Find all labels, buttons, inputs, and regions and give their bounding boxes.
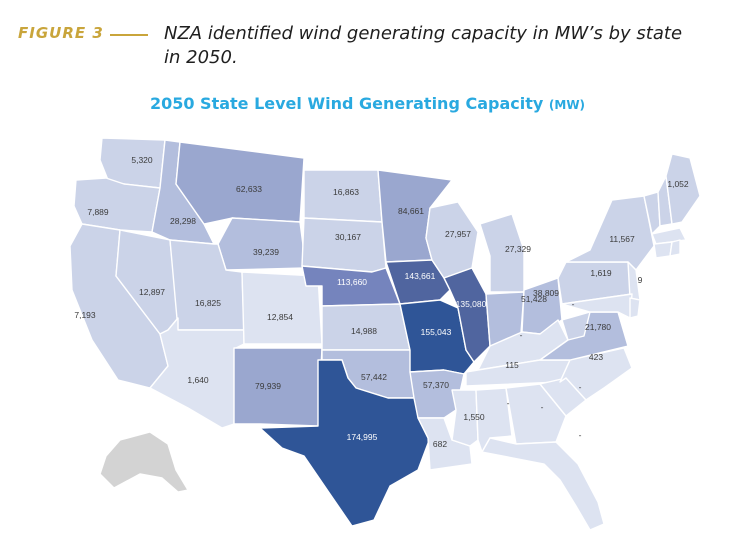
state-label-mo: 155,043 bbox=[421, 327, 452, 337]
state-labels: 5,320 7,889 28,298 62,633 39,239 16,863 30,167… bbox=[74, 155, 689, 449]
state-label-fl: - bbox=[579, 430, 582, 440]
state-label-wa: 5,320 bbox=[131, 155, 153, 165]
state-label-ms: 1,550 bbox=[463, 412, 485, 422]
state-ak bbox=[99, 431, 189, 493]
state-label-la: 682 bbox=[433, 439, 447, 449]
state-az bbox=[149, 317, 245, 429]
state-label-wv: - bbox=[572, 299, 575, 309]
state-mo bbox=[399, 299, 475, 375]
map-title-text: 2050 State Level Wind Generating Capacit… bbox=[149, 94, 544, 113]
figure-rule bbox=[110, 34, 148, 36]
state-label-az: 1,640 bbox=[187, 375, 209, 385]
state-ct bbox=[653, 241, 673, 259]
state-label-va: 21,780 bbox=[585, 322, 611, 332]
state-label-pa: 1,619 bbox=[590, 268, 612, 278]
state-label-ar: 57,370 bbox=[423, 380, 449, 390]
state-label-al: - bbox=[507, 398, 510, 408]
state-label-wy: 39,239 bbox=[253, 247, 279, 257]
figure-caption: NZA identified wind generating capacity … bbox=[164, 23, 683, 68]
state-me bbox=[665, 153, 701, 225]
state-label-ca: 7,193 bbox=[74, 310, 96, 320]
state-label-nc: 423 bbox=[589, 352, 603, 362]
state-label-ne: 113,660 bbox=[337, 277, 367, 287]
state-label-mt: 62,633 bbox=[236, 184, 262, 194]
state-label-sd: 30,167 bbox=[335, 232, 361, 242]
state-mt bbox=[175, 141, 305, 225]
state-la bbox=[417, 417, 473, 471]
state-label-id: 28,298 bbox=[170, 216, 196, 226]
state-label-ky: 115 bbox=[505, 360, 519, 370]
state-label-nj: 9 bbox=[638, 275, 643, 285]
state-md bbox=[561, 293, 633, 319]
state-label-ok: 57,442 bbox=[361, 372, 387, 382]
state-shapes bbox=[69, 137, 701, 531]
state-label-il: 135,080 bbox=[456, 299, 487, 309]
state-ga bbox=[505, 383, 567, 445]
state-wv bbox=[561, 311, 591, 341]
state-ma bbox=[651, 227, 687, 245]
state-label-nv: 12,897 bbox=[139, 287, 165, 297]
state-wy bbox=[217, 217, 307, 271]
map-title: 2050 State Level Wind Generating Capacit… bbox=[0, 94, 735, 113]
state-ny bbox=[565, 195, 655, 271]
state-label-in: 51,428 bbox=[521, 294, 547, 304]
state-label-nd: 16,863 bbox=[333, 187, 359, 197]
map-title-unit: (MW) bbox=[548, 98, 586, 112]
state-label-oh: 38,809 bbox=[533, 288, 559, 298]
state-tx bbox=[259, 359, 431, 527]
state-fl bbox=[481, 437, 605, 531]
state-label-nm: 79,939 bbox=[255, 381, 281, 391]
state-label-me: 1,052 bbox=[667, 179, 689, 189]
state-label-tx: 174,995 bbox=[347, 432, 378, 442]
state-label-sc: - bbox=[579, 382, 582, 392]
state-label-wi: 27,957 bbox=[445, 229, 471, 239]
state-label-mi: 27,329 bbox=[505, 244, 531, 254]
state-il bbox=[443, 267, 491, 363]
state-label-co: 12,854 bbox=[267, 312, 293, 322]
state-label-mn: 84,661 bbox=[398, 206, 424, 216]
state-label-ut: 16,825 bbox=[195, 298, 221, 308]
state-sd bbox=[301, 217, 387, 273]
state-label-ny: 11,567 bbox=[609, 234, 635, 244]
state-ri bbox=[669, 239, 681, 257]
state-or bbox=[73, 177, 161, 233]
state-label-ga: - bbox=[541, 402, 544, 412]
figure-label: FIGURE 3 bbox=[18, 24, 104, 42]
state-label-ia: 143,661 bbox=[405, 271, 436, 281]
figure-header: FIGURE 3 NZA identified wind generating … bbox=[18, 22, 718, 82]
state-nm bbox=[233, 347, 323, 427]
state-label-tn: - bbox=[520, 330, 523, 340]
state-label-ks: 14,988 bbox=[351, 326, 377, 336]
state-de bbox=[629, 297, 641, 319]
state-label-or: 7,889 bbox=[87, 207, 109, 217]
state-ar bbox=[409, 369, 465, 419]
